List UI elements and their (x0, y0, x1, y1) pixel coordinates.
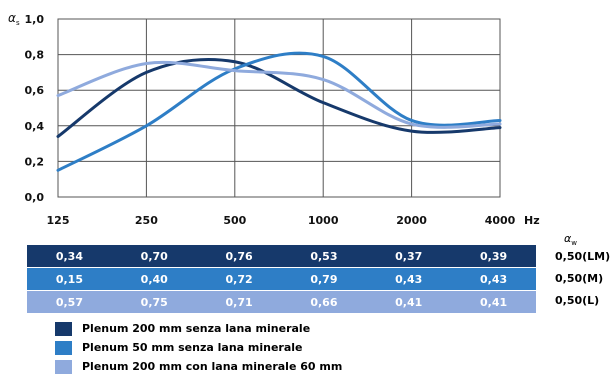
legend-swatch (55, 359, 72, 374)
absorption-chart: 1,0 0,8 0,6 0,4 0,2 0,0 125 250 500 1000 2000 4000… (8, 11, 540, 227)
y-tick-label: 0,4 (25, 120, 45, 133)
table-cell: 0,70 (140, 249, 168, 263)
legend-label: Plenum 200 mm con lana minerale 60 mm (82, 360, 343, 373)
y-tick-label: 1,0 (25, 13, 45, 26)
table-cell: 0,37 (395, 249, 423, 263)
x-tick-label: 250 (135, 214, 158, 227)
table-cell: 0,72 (225, 272, 253, 286)
y-tick-label: 0,8 (25, 49, 45, 62)
weighted-alpha-subscript: w (571, 239, 577, 248)
table-cell: 0,66 (310, 295, 338, 309)
plot-frame (57, 18, 501, 198)
y-axis-ticks: 1,0 0,8 0,6 0,4 0,2 0,0 (25, 13, 45, 204)
table-cell: 0,57 (55, 295, 83, 309)
weighted-rating: 0,50(L) (555, 294, 600, 307)
table-cell: 0,41 (480, 295, 508, 309)
weighted-rating: 0,50(M) (555, 272, 604, 285)
x-tick-label: 4000 (485, 214, 516, 227)
y-axis-symbol: α (8, 11, 16, 25)
table-cell: 0,34 (55, 249, 83, 263)
table-cell: 0,76 (225, 249, 253, 263)
table-row: 0,34 0,70 0,76 0,53 0,37 0,39 (27, 245, 536, 268)
y-axis-symbol-subscript: s (16, 19, 20, 27)
y-tick-label: 0,2 (25, 155, 45, 168)
table-cell: 0,39 (480, 249, 508, 263)
x-tick-label: 500 (223, 214, 246, 227)
legend-swatch (55, 340, 72, 355)
y-tick-label: 0,0 (25, 191, 45, 204)
legend-swatch (55, 321, 72, 336)
x-tick-label: 2000 (396, 214, 427, 227)
series-line-3 (56, 60, 502, 129)
x-tick-label: 1000 (308, 214, 339, 227)
values-table: 0,34 0,70 0,76 0,53 0,37 0,39 0,15 0,40 0,72 0,79… (27, 245, 536, 314)
y-tick-label: 0,6 (25, 84, 45, 97)
chart-legend: Plenum 200 mm senza lana minerale Plenum … (55, 319, 342, 376)
series-line-1 (56, 57, 502, 138)
chart-grid (57, 18, 501, 198)
series-line-2 (56, 51, 502, 172)
table-cell: 0,75 (140, 295, 168, 309)
table-cell: 0,43 (480, 272, 508, 286)
table-cell: 0,40 (140, 272, 168, 286)
x-axis-unit: Hz (524, 214, 540, 227)
legend-item: Plenum 200 mm con lana minerale 60 mm (55, 357, 342, 376)
legend-label: Plenum 200 mm senza lana minerale (82, 322, 311, 335)
table-cell: 0,15 (55, 272, 83, 286)
table-cell: 0,79 (310, 272, 338, 286)
table-cell: 0,43 (395, 272, 423, 286)
legend-item: Plenum 50 mm senza lana minerale (55, 338, 342, 357)
x-tick-label: 125 (47, 214, 70, 227)
weighted-alpha-symbol: α (564, 232, 572, 245)
chart-series (56, 51, 502, 172)
weighted-alpha-label: αw (564, 232, 577, 247)
table-row: 0,15 0,40 0,72 0,79 0,43 0,43 (27, 267, 536, 291)
x-axis-ticks: 125 250 500 1000 2000 4000 (47, 214, 516, 227)
legend-item: Plenum 200 mm senza lana minerale (55, 319, 342, 338)
weighted-rating: 0,50(LM) (555, 250, 611, 263)
table-cell: 0,53 (310, 249, 338, 263)
legend-label: Plenum 50 mm senza lana minerale (82, 341, 303, 354)
table-cell: 0,41 (395, 295, 423, 309)
table-row: 0,57 0,75 0,71 0,66 0,41 0,41 (27, 290, 536, 314)
table-cell: 0,71 (225, 295, 253, 309)
